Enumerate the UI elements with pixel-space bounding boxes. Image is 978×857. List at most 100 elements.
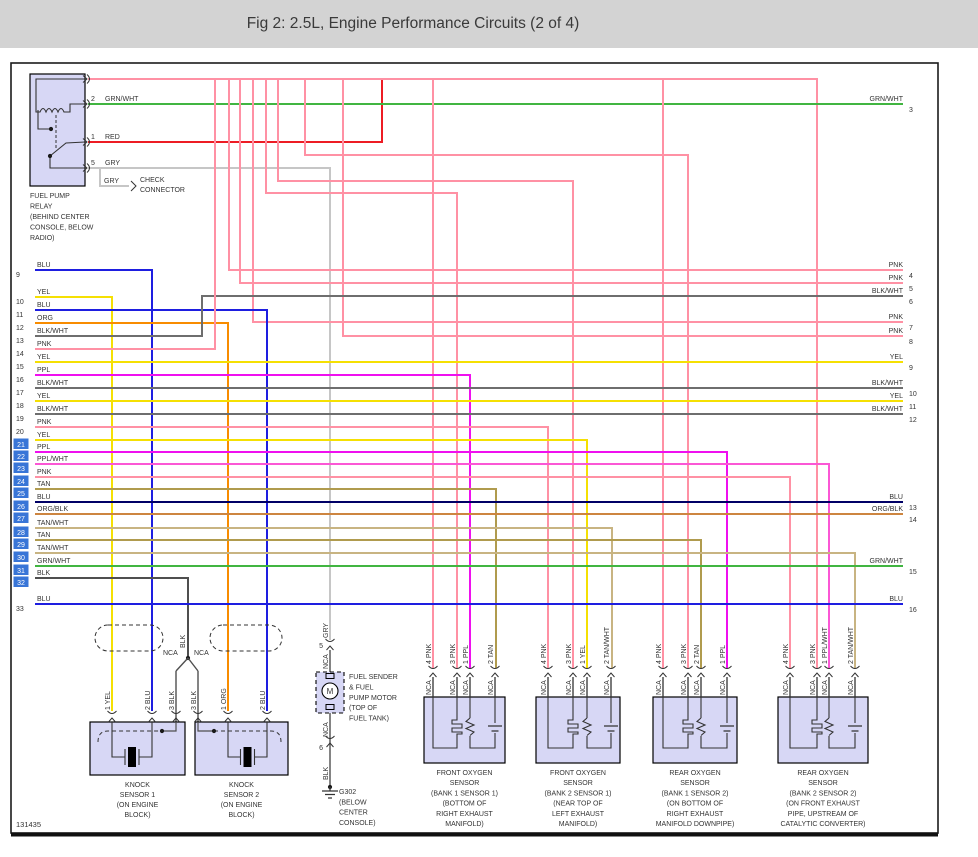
relay-pin-number: 5 [91,160,95,167]
right-pin-number: 4 [909,273,913,280]
pin-wire-label: 1 PPL [720,645,727,664]
cell-element [848,725,862,732]
wire-left-20-pnk [35,426,549,668]
ground-label: CONSOLE) [339,820,376,827]
rear-oxygen-sensor-b2s2-box [777,696,869,764]
front-oxygen-sensor-b1s1-label: SENSOR [450,780,480,787]
wire-left-11-blu [35,309,268,711]
figure-number: 131435 [16,820,41,829]
shield-tie [162,722,177,732]
right-pin-label: PNK [889,262,904,269]
shield-tie-dot [211,728,217,734]
left-pin-number: 17 [16,390,24,397]
relay-contact-dot [48,126,54,132]
right-pin-number: 9 [909,365,913,372]
pin-number-highlight [13,450,29,461]
front-oxygen-sensor-b2s1-label: MANIFOLD) [559,821,598,828]
wire-left-21-yel [35,439,588,668]
wire-pnk-drop-o2s2-3 [277,79,574,668]
pin-wire-label: 4 PNK [426,643,433,664]
connector-symbol [82,164,88,172]
connector-symbol [148,717,156,723]
drain-wire-label: BLK [180,634,187,648]
connector-symbol [325,735,335,739]
left-pin-number: 23 [17,466,25,473]
heater-element [682,718,694,736]
front-oxygen-sensor-b2s1-label: (BANK 2 SENSOR 1) [545,790,612,797]
relay-label: RELAY [30,204,53,211]
knock-sensor-1-label: (ON ENGINE [117,802,159,809]
connector-symbol [466,672,474,678]
sense-circuit [700,697,728,749]
connector-symbol [606,665,616,669]
wire-pnk-drop-right5 [239,79,903,284]
left-pin-number: 28 [17,530,25,537]
connector-symbol [223,710,233,714]
connector-symbol [696,665,706,669]
pin-wire-label: 3 BLK [191,691,198,710]
right-pin-number: 6 [909,299,913,306]
rear-oxygen-sensor-b1s2-label: SENSOR [680,780,710,787]
left-pin-number: 33 [16,606,24,613]
left-pin-label: BLK/WHT [37,328,69,335]
connector-symbol [428,665,438,669]
wire-pnk-drop-o2s3-3 [304,79,689,668]
left-pin-number: 18 [16,403,24,410]
resistor-element [464,717,476,736]
front-oxygen-sensor-b1s1-box [423,696,506,764]
rear-oxygen-sensor-b2s2-label: REAR OXYGEN [797,770,848,777]
connector-symbol [224,717,232,723]
connector-symbol [326,645,334,651]
piezo-plate [128,747,136,767]
right-pin-label: BLK/WHT [872,380,904,387]
connector-symbol [86,163,90,173]
rear-oxygen-sensor-b2s2-label: CATALYTIC CONVERTER) [780,821,865,828]
left-pin-label: TAN/WHT [37,545,69,552]
knock-sensor-2-box [194,721,289,776]
pin-wire-label: 1 PPL [463,645,470,664]
relay-label: FUEL PUMP [30,193,70,200]
connector-symbol [262,710,272,714]
relay-pin-wire-label: GRY [105,160,120,167]
pin-wire-label: 3 BLK [169,691,176,710]
connector-symbol [812,665,822,669]
left-pin-label: PNK [37,419,52,426]
shield-symbol [94,624,164,652]
left-pin-label: YEL [37,289,50,296]
heater-circuit [789,697,818,749]
rear-oxygen-sensor-b1s2-label: RIGHT EXHAUST [667,811,724,818]
right-pin-number: 8 [909,339,913,346]
right-pin-label: GRN/WHT [870,96,904,103]
relay-switch-symbol [37,110,86,169]
connector-symbol [683,665,693,669]
left-pin-label: BLU [37,262,51,269]
left-pin-number: 21 [17,442,25,449]
pin-wire-label: 4 PNK [783,643,790,664]
pin-wire-label: 4 PNK [541,643,548,664]
relay-label: (BEHIND CENTER [30,214,90,221]
title-bar: Fig 2: 2.5L, Engine Performance Circuits… [0,0,978,48]
relay-label: RADIO) [30,235,55,242]
nca-label: NCA [810,680,817,695]
fuel-pump-label: FUEL TANK) [349,716,389,723]
left-pin-number: 11 [16,312,23,319]
wire-left-14-pnk [35,79,216,350]
pin-number-highlight [13,564,29,575]
connector-symbol [850,665,860,669]
wire-left-28-tanwht [35,527,613,668]
front-oxygen-sensor-b2s1-label: LEFT EXHAUST [552,811,605,818]
connector-symbol [824,665,834,669]
connector-symbol [86,137,90,147]
left-pin-label: BLK [37,570,51,577]
knock-sensor-1-label: SENSOR 1 [120,792,156,799]
connector-symbol [659,672,667,678]
connector-symbol [193,710,203,714]
left-pin-number: 26 [17,504,25,511]
pin-wire-label: 2 BLU [145,691,152,710]
nca-label: NCA [323,654,330,669]
gry-branch-label: GRY [104,178,119,185]
left-pin-label: GRN/WHT [37,558,71,565]
rear-oxygen-sensor-b1s2-label: MANIFOLD DOWNPIPE) [656,821,735,828]
sense-circuit [586,697,612,749]
nca-label: NCA [694,680,701,695]
